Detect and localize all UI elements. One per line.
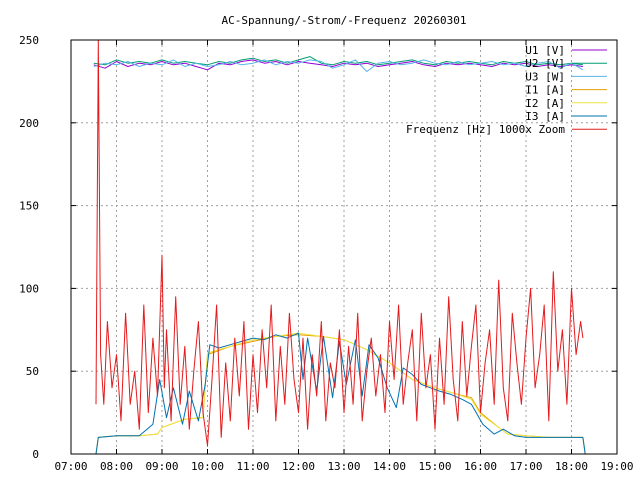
- y-tick-label: 100: [19, 282, 39, 295]
- x-tick-label: 07:00: [54, 460, 87, 473]
- legend-label-frequenz-hz-1000x-zoom: Frequenz [Hz] 1000x Zoom: [406, 123, 565, 136]
- x-tick-label: 10:00: [191, 460, 224, 473]
- x-tick-label: 15:00: [418, 460, 451, 473]
- x-tick-label: 13:00: [327, 460, 360, 473]
- x-tick-label: 12:00: [282, 460, 315, 473]
- series-line-u2-v: [93, 56, 583, 66]
- x-tick-label: 19:00: [600, 460, 633, 473]
- y-tick-label: 200: [19, 117, 39, 130]
- series-line-i3-a: [95, 332, 586, 455]
- y-axis: 0 50 100 150 200 250: [19, 34, 617, 461]
- series-line-i2-a: [95, 332, 586, 455]
- y-tick-label: 150: [19, 200, 39, 213]
- series-line-frequenz-hz-1000x-zoom: [95, 39, 584, 447]
- x-tick-label: 16:00: [464, 460, 497, 473]
- x-axis: 07:00 08:00 09:00 10:00 11:00 12:00 13:00 14:00…: [54, 40, 634, 473]
- chart-title: AC-Spannung/-Strom/-Frequenz 20260301: [221, 14, 466, 27]
- x-tick-label: 18:00: [555, 460, 588, 473]
- x-tick-label: 09:00: [145, 460, 178, 473]
- series-lines: [93, 39, 586, 455]
- legend-label-u1-v: U1 [V]: [525, 44, 565, 57]
- series-line-u3-w: [93, 59, 584, 72]
- legend-label-u3-w: U3 [W]: [525, 70, 565, 83]
- legend: U1 [V]U2 [V]U3 [W]I1 [A]I2 [A]I3 [A]Freq…: [406, 44, 607, 136]
- legend-label-i3-a: I3 [A]: [525, 110, 565, 123]
- legend-label-i2-a: I2 [A]: [525, 97, 565, 110]
- legend-label-u2-v: U2 [V]: [525, 57, 565, 70]
- legend-label-i1-a: I1 [A]: [525, 84, 565, 97]
- x-tick-label: 08:00: [100, 460, 133, 473]
- y-tick-label: 0: [32, 448, 39, 461]
- x-tick-label: 11:00: [236, 460, 269, 473]
- y-tick-label: 50: [26, 365, 39, 378]
- x-tick-label: 14:00: [373, 460, 406, 473]
- y-tick-label: 250: [19, 34, 39, 47]
- grid: [71, 40, 617, 454]
- x-tick-label: 17:00: [509, 460, 542, 473]
